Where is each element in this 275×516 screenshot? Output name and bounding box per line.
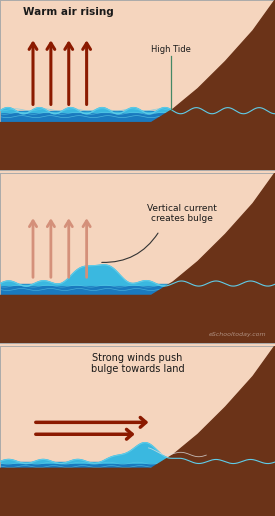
Text: Warm air rising: Warm air rising	[23, 7, 114, 17]
Polygon shape	[0, 0, 275, 170]
Text: Strong winds push
bulge towards land: Strong winds push bulge towards land	[91, 352, 184, 374]
Text: High Tide: High Tide	[151, 45, 190, 55]
Text: eSchooltoday.com: eSchooltoday.com	[209, 332, 267, 337]
Polygon shape	[0, 173, 275, 343]
Polygon shape	[0, 346, 275, 516]
Text: Vertical current
creates bulge: Vertical current creates bulge	[147, 203, 216, 223]
